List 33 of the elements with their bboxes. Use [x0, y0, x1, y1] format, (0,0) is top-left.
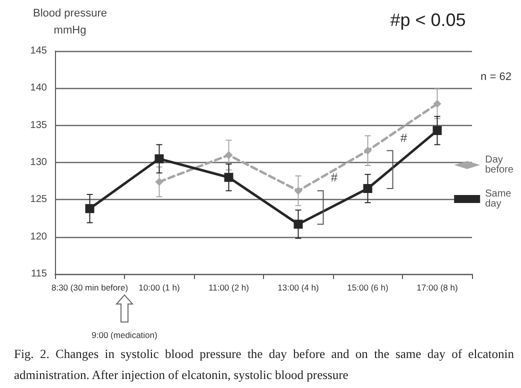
- annotation: #: [330, 170, 338, 184]
- y-tick-label: 145: [30, 46, 48, 56]
- annotation: #: [400, 130, 408, 145]
- point: [85, 204, 94, 214]
- point: [154, 154, 164, 164]
- x-tick-label: 11:00 (2 h): [208, 282, 250, 292]
- x-tick-label: 17:00 (8 h): [416, 282, 458, 292]
- text: #p < 0.05: [390, 10, 466, 30]
- y-tick-label: 125: [30, 194, 48, 206]
- legend-label: Day before: [485, 154, 514, 176]
- point: [294, 186, 302, 195]
- y-tick-label: 140: [30, 82, 48, 94]
- y-axis-title: Blood pressure mmHg: [32, 8, 107, 36]
- x-tick-label: 10:00 (1 h): [138, 282, 180, 292]
- x-tick-label: 15:00 (6 h): [347, 282, 388, 292]
- text: n = 62: [480, 71, 512, 83]
- point: [364, 146, 372, 155]
- legend-label: Same day: [485, 188, 514, 210]
- point: [224, 172, 234, 182]
- y-tick-label: 130: [30, 157, 48, 168]
- x-tick-label: 8:30 (30 min before): [51, 282, 128, 292]
- y-tick-label: 120: [30, 231, 48, 242]
- point: [294, 220, 303, 229]
- y-tick-label: 135: [30, 120, 48, 131]
- y-tick-label: 115: [31, 268, 48, 280]
- point: [433, 100, 442, 108]
- x-tick-label: 13:00 (4 h): [278, 282, 319, 292]
- text: 9:00 (medication): [92, 330, 158, 340]
- caption: Fig. 2. Changes in systolic blood pressure the day before and on the same day of elcatonin administration. After injection of elcatonin, systolic blood pressure: [14, 346, 514, 384]
- point: [363, 184, 372, 194]
- point: [224, 151, 233, 160]
- point: [155, 178, 164, 186]
- point: [432, 126, 442, 136]
